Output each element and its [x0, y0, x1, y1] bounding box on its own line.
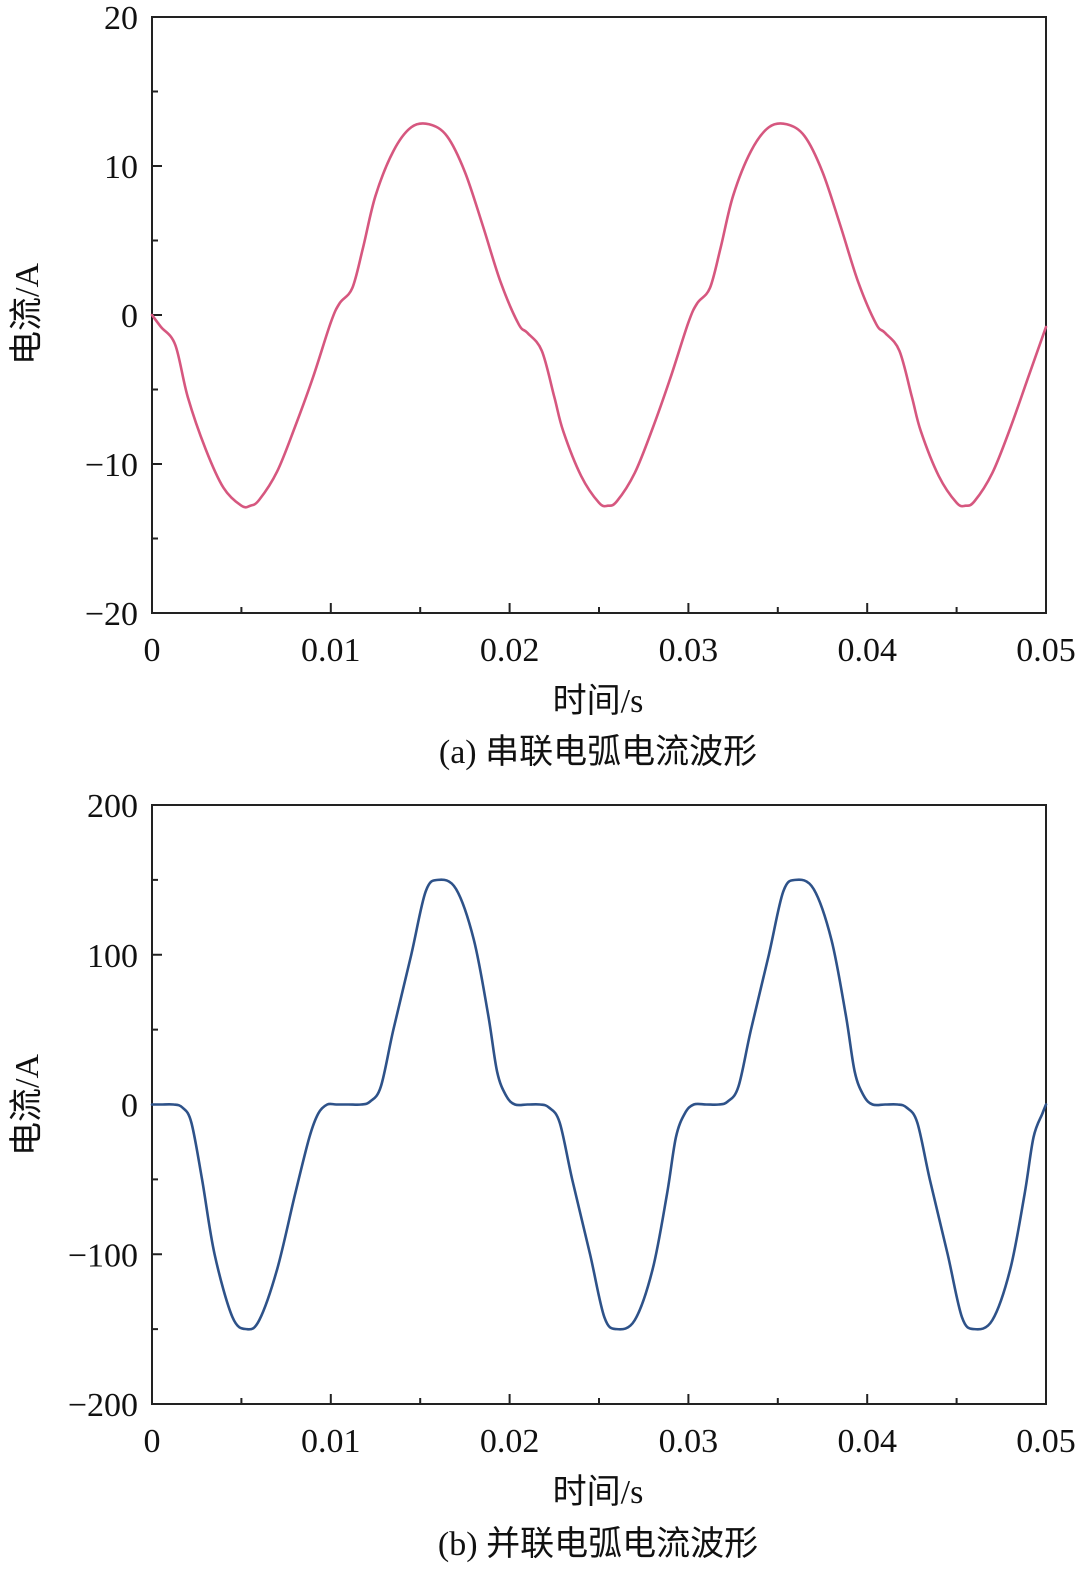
panel-b-ytick-label: 200	[87, 788, 138, 825]
panel-b-marks: −200 −100 0 100 200 0 0.01 0.02 0.03 0.04 0.05	[68, 788, 1076, 1460]
panel-b-xtick-label: 0.01	[301, 1423, 361, 1460]
panel-a-xtick-label: 0.05	[1016, 632, 1076, 669]
panel-b-xlabel: 时间/s	[553, 1474, 644, 1511]
panel-a-plot-frame	[151, 16, 1047, 614]
panel-b-xtick-label: 0	[144, 1423, 161, 1460]
panel-a-xtick-label: 0.02	[480, 632, 540, 669]
panel-b-current-line	[150, 878, 1048, 1331]
panel-b-xtick-label: 0.03	[659, 1423, 719, 1460]
panel-a-ytick-label: 20	[104, 0, 138, 37]
panel-b-ylabel: 电流/A	[8, 1054, 46, 1156]
panel-a-ytick-label: 10	[104, 149, 138, 186]
panel-b-ytick-label: 100	[87, 938, 138, 975]
panel-a-current-line	[150, 122, 1048, 509]
panel-b-xtick-label: 0.02	[480, 1423, 540, 1460]
panel-a-ylabel: 电流/A	[8, 263, 46, 365]
panel-a-xlabel: 时间/s	[553, 683, 644, 720]
panel-b-xtick-label: 0.04	[837, 1423, 897, 1460]
panel-a-marks: −20 −10 0 10 20 0 0.01 0.02 0.03 0.04 0.05	[85, 0, 1076, 669]
panel-a-series-arc-current: −20 −10 0 10 20 0 0.01 0.02 0.03 0.04 0.05 时间/s 电流…	[8, 0, 1076, 771]
panel-b-ytick-label: −200	[68, 1387, 138, 1424]
panel-b-caption: (b) 并联电弧电流波形	[438, 1525, 758, 1563]
panel-a-xtick-label: 0.03	[659, 632, 719, 669]
panel-a-xtick-label: 0.01	[301, 632, 361, 669]
panel-b-ytick-label: 0	[121, 1088, 138, 1125]
panel-b-ytick-label: −100	[68, 1237, 138, 1274]
panel-b-plot-frame	[151, 804, 1047, 1405]
panel-a-caption: (a) 串联电弧电流波形	[439, 733, 757, 771]
panel-a-ytick-label: −20	[85, 596, 138, 633]
panel-a-ytick-label: 0	[121, 298, 138, 335]
panel-a-xtick-label: 0.04	[837, 632, 897, 669]
panel-a-ytick-label: −10	[85, 447, 138, 484]
panel-b-parallel-arc-current: −200 −100 0 100 200 0 0.01 0.02 0.03 0.04 0.05 时间/…	[8, 788, 1076, 1563]
panel-b-xtick-label: 0.05	[1016, 1423, 1076, 1460]
panel-a-xtick-label: 0	[144, 632, 161, 669]
